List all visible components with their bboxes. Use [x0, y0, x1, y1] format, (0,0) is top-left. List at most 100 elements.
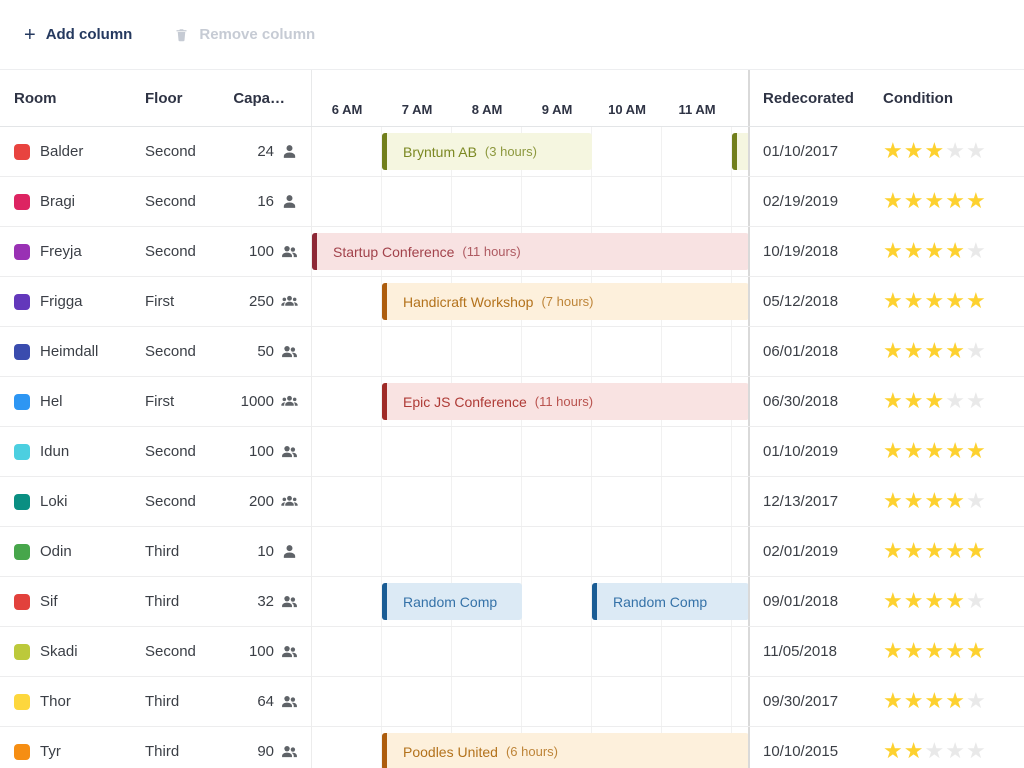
event-duration: (6 hours) [505, 744, 558, 759]
event-bar[interactable]: Epic JS Conference (11 hours) [382, 383, 748, 420]
redecorated-cell: 01/10/2017 [763, 143, 839, 160]
event-bar[interactable]: Bryntum AB (3 hours) [382, 133, 592, 170]
condition-cell: ★ ★ ★ ★ ★ [870, 327, 1024, 376]
schedule-lane[interactable] [311, 427, 748, 476]
redecorated-cell: 12/13/2017 [763, 493, 839, 510]
event-bar[interactable]: Random Comp [592, 583, 748, 620]
table-row[interactable]: Skadi Second 100 11/05/2018 ★ ★ ★ ★ ★ [0, 627, 1024, 677]
capacity-cell: 250 [228, 277, 311, 326]
splitter[interactable] [748, 627, 750, 676]
capacity-cell: 90 [228, 727, 311, 768]
redecorated-cell: 10/10/2015 [763, 743, 839, 760]
splitter[interactable] [748, 177, 750, 226]
grid-header: Room Floor Capa… 6 AM 7 AM 8 AM 9 AM 10 AM 11… [0, 70, 1024, 127]
schedule-lane[interactable]: Handicraft Workshop (7 hours) [311, 277, 748, 326]
star-empty-icon: ★ [965, 338, 986, 364]
room-cell: Freyja [0, 227, 131, 276]
event-label: Startup Conference [333, 243, 455, 260]
capacity-cell: 100 [228, 627, 311, 676]
event-label: Bryntum AB [403, 143, 477, 160]
star-filled-icon: ★ [945, 438, 965, 464]
time-axis-label: 8 AM [471, 102, 503, 117]
table-row[interactable]: Idun Second 100 01/10/2019 ★ ★ ★ ★ ★ [0, 427, 1024, 477]
star-filled-icon: ★ [924, 138, 945, 164]
table-row[interactable]: Heimdall Second 50 06/01/2018 ★ ★ ★ ★ ★ [0, 327, 1024, 377]
star-empty-icon: ★ [965, 688, 986, 714]
table-row[interactable]: Balder Second 24 Bryntum AB (3 hours) 01/… [0, 127, 1024, 177]
event-bar[interactable]: Handicraft Workshop (7 hours) [382, 283, 748, 320]
star-filled-icon: ★ [965, 638, 986, 664]
splitter[interactable] [748, 577, 750, 626]
star-filled-icon: ★ [883, 188, 903, 214]
splitter[interactable] [748, 677, 750, 726]
schedule-lane[interactable] [311, 527, 748, 576]
schedule-lane[interactable] [311, 327, 748, 376]
splitter[interactable] [748, 70, 750, 126]
people-icon [281, 643, 298, 660]
star-filled-icon: ★ [883, 638, 903, 664]
room-color-chip [14, 643, 30, 660]
column-header-redecorated[interactable]: Redecorated [763, 89, 854, 107]
capacity-cell: 100 [228, 227, 311, 276]
condition-cell: ★ ★ ★ ★ ★ [870, 227, 1024, 276]
add-column-button[interactable]: + Add column [24, 25, 132, 45]
star-filled-icon: ★ [903, 238, 924, 264]
room-color-chip [14, 543, 30, 560]
splitter[interactable] [748, 277, 750, 326]
column-header-condition[interactable]: Condition [883, 89, 953, 107]
floor-cell: Third [145, 693, 180, 710]
table-row[interactable]: Loki Second 200 12/13/2017 ★ ★ ★ ★ ★ [0, 477, 1024, 527]
column-header-capacity[interactable]: Capa… [233, 89, 285, 107]
people-icon [281, 693, 298, 710]
room-cell: Bragi [0, 177, 131, 226]
schedule-lane[interactable]: Poodles United (6 hours) [311, 727, 748, 768]
schedule-lane[interactable]: Startup Conference (11 hours) [311, 227, 748, 276]
splitter[interactable] [748, 327, 750, 376]
splitter[interactable] [748, 227, 750, 276]
star-filled-icon: ★ [945, 338, 965, 364]
room-cell: Balder [0, 127, 131, 176]
schedule-lane[interactable]: Random Comp Random Comp [311, 577, 748, 626]
splitter[interactable] [748, 377, 750, 426]
splitter[interactable] [748, 127, 750, 176]
schedule-lane[interactable]: Epic JS Conference (11 hours) [311, 377, 748, 426]
table-row[interactable]: Odin Third 10 02/01/2019 ★ ★ ★ ★ ★ [0, 527, 1024, 577]
redecorated-cell: 09/30/2017 [763, 693, 839, 710]
event-duration: (3 hours) [484, 144, 537, 159]
schedule-lane[interactable] [311, 477, 748, 526]
splitter[interactable] [748, 727, 750, 768]
splitter[interactable] [748, 427, 750, 476]
schedule-lane[interactable]: Bryntum AB (3 hours) [311, 127, 748, 176]
floor-cell: Second [145, 243, 196, 260]
capacity-cell: 64 [228, 677, 311, 726]
capacity-cell: 200 [228, 477, 311, 526]
event-bar[interactable]: Poodles United (6 hours) [382, 733, 748, 768]
redecorated-cell: 01/10/2019 [763, 443, 839, 460]
splitter[interactable] [748, 527, 750, 576]
table-row[interactable]: Tyr Third 90 Poodles United (6 hours) 10/… [0, 727, 1024, 768]
table-row[interactable]: Sif Third 32 Random Comp Random Comp 09/0… [0, 577, 1024, 627]
table-row[interactable]: Freyja Second 100 Startup Conference (11 … [0, 227, 1024, 277]
star-filled-icon: ★ [924, 188, 945, 214]
room-cell: Heimdall [0, 327, 131, 376]
person-icon [281, 543, 298, 560]
star-filled-icon: ★ [883, 138, 903, 164]
condition-cell: ★ ★ ★ ★ ★ [870, 677, 1024, 726]
event-bar[interactable]: Startup Conference (11 hours) [312, 233, 748, 270]
column-header-floor[interactable]: Floor [145, 89, 183, 107]
table-row[interactable]: Bragi Second 16 02/19/2019 ★ ★ ★ ★ ★ [0, 177, 1024, 227]
splitter[interactable] [748, 477, 750, 526]
event-bar[interactable] [732, 133, 748, 170]
schedule-lane[interactable] [311, 177, 748, 226]
table-row[interactable]: Thor Third 64 09/30/2017 ★ ★ ★ ★ ★ [0, 677, 1024, 727]
schedule-lane[interactable] [311, 627, 748, 676]
event-bar[interactable]: Random Comp [382, 583, 522, 620]
schedule-lane[interactable] [311, 677, 748, 726]
capacity-cell: 100 [228, 427, 311, 476]
column-header-room[interactable]: Room [14, 89, 57, 107]
people-icon [281, 343, 298, 360]
table-row[interactable]: Hel First 1000 Epic JS Conference (11 hou… [0, 377, 1024, 427]
table-row[interactable]: Frigga First 250 Handicraft Workshop (7 h… [0, 277, 1024, 327]
capacity-value: 100 [248, 643, 274, 660]
remove-column-label: Remove column [199, 26, 316, 43]
